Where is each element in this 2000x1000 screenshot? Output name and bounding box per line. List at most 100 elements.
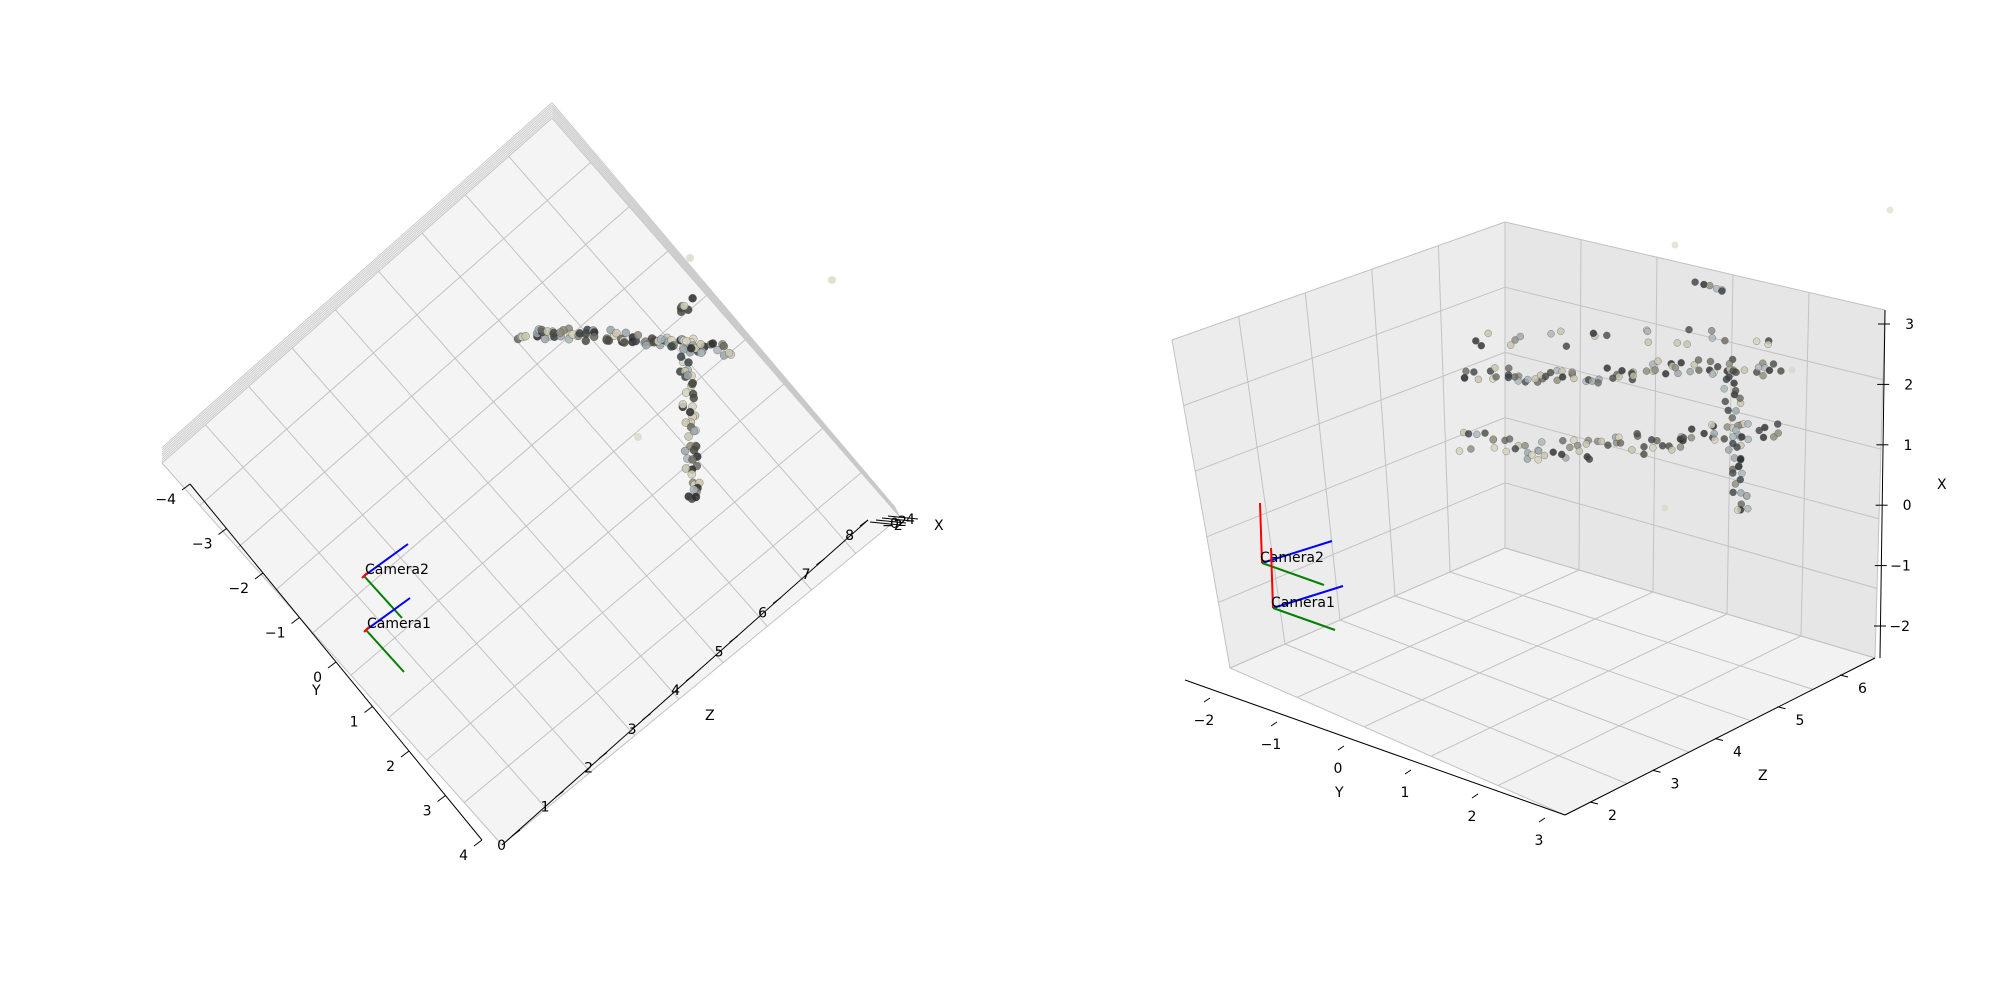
right-point [1547,330,1555,338]
right-point [1535,447,1543,455]
right-point [1731,386,1740,395]
left-point [691,492,701,502]
right-point [1736,476,1744,484]
left-grid-line-z [421,232,768,627]
left-point [689,426,699,436]
left-point [581,329,590,338]
right-x-tick-label: −2 [1889,619,1910,635]
right-axis-lines [1184,309,1886,816]
right-floor-line [1504,547,1876,659]
left-wall-edge [161,115,553,462]
right-point [1644,338,1652,346]
left-z-tick-label: 8 [845,528,854,544]
left-wall-edge [551,115,900,517]
right-point [1736,394,1744,402]
left-point [633,331,643,340]
left-outlier-point [686,254,694,262]
right-point [1609,374,1617,382]
right-point [1714,363,1722,371]
left-point [687,344,696,353]
right-point [1642,367,1651,375]
right-x-tick-label: 0 [1903,498,1912,514]
left-floor-pane [162,118,900,845]
left-camera-z-axis [363,543,409,577]
right-point [1568,368,1576,376]
left-wall-edges [161,102,901,518]
left-z-tick-label: 6 [758,606,767,622]
right-outlier-point [1788,366,1796,374]
right-y-tick-label: 0 [1334,761,1343,777]
right-point [1603,364,1611,372]
right-point [1511,373,1519,381]
right-point [1502,447,1510,456]
right-point [1708,370,1717,378]
left-z-tick-mark [729,635,738,643]
right-point [1728,414,1736,422]
right-point [1523,455,1532,463]
left-wall-edge [551,117,901,518]
right-leftwall-vline [1238,316,1286,645]
right-point [1662,370,1670,378]
left-y-tick-mark [218,528,227,535]
right-point [1687,434,1696,442]
right-point [1516,332,1524,341]
right-z-tick-mark [1714,738,1724,741]
left-y-tick-mark [473,839,483,847]
left-x-tick-mark [887,515,919,520]
right-z-tick-label: 5 [1796,713,1805,729]
right-y-tick-mark [1538,817,1546,823]
left-y-tick-mark [327,661,337,669]
left-z-axis-label: Z [705,708,715,724]
right-point [1651,366,1659,374]
right-floor-line [1363,591,1654,728]
right-floor-line [1284,643,1628,785]
right-x-tick-label: 1 [1903,438,1912,454]
right-point [1735,462,1743,471]
left-point [680,446,690,456]
right-camera-z-axis [1261,540,1333,564]
right-point [1505,435,1514,443]
right-leftwall-vline [1171,339,1231,669]
left-x-tick-mark [881,517,913,522]
right-point [1455,447,1464,455]
right-point [1720,435,1728,443]
right-point [1706,357,1715,366]
left-point [657,335,666,344]
right-point [1721,337,1729,345]
right-point [1729,488,1737,497]
left-point [679,301,689,311]
left-point [684,432,693,441]
right-point [1460,374,1469,382]
right-point [1710,430,1718,438]
right-point [1489,436,1497,444]
right-outlier-point [1886,206,1894,214]
right-point [1759,372,1767,380]
left-z-tick-label: 4 [671,683,680,699]
right-point [1679,434,1688,442]
left-x-axis-label: X [934,518,944,534]
left-point [540,334,550,344]
left-z-tick-mark [511,829,521,837]
left-y-tick-mark [437,795,446,802]
right-point [1492,373,1500,381]
left-grid-line-z [161,462,503,846]
left-wall-edge [551,102,896,509]
left-wall-edge [551,104,897,510]
right-point [1724,406,1732,415]
right-point [1582,440,1590,448]
right-point [1744,505,1752,513]
left-point [696,348,706,358]
left-wall-edge [551,106,898,511]
left-wall-edge [551,113,900,515]
right-leftwall-hline [1218,482,1506,603]
left-wall-edge [161,106,553,453]
right-point [1700,429,1708,438]
right-point [1690,361,1698,369]
right-point [1754,363,1763,372]
left-point [620,338,629,347]
right-camera-y-axis [1272,607,1336,631]
right-point [1553,376,1561,384]
right-point [1470,368,1478,376]
right-point [1616,439,1625,447]
right-y-tick-mark [1337,745,1345,751]
